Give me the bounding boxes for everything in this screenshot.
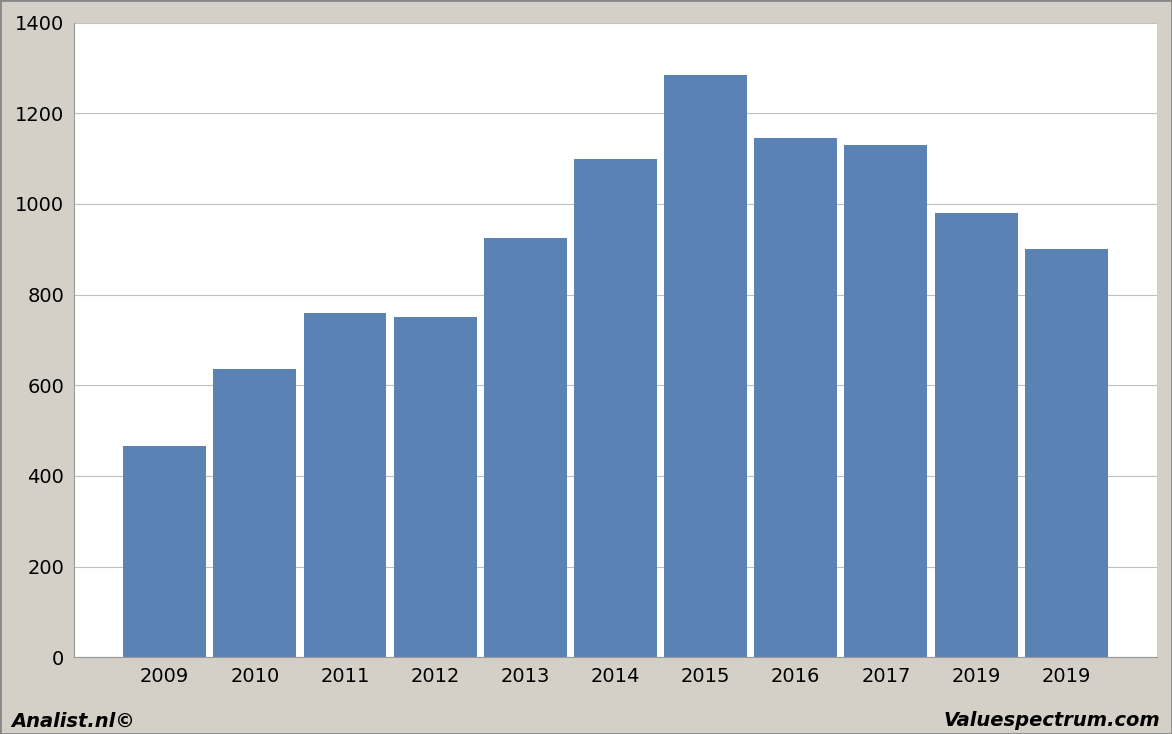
Bar (934, 213, 1017, 657)
Bar (123, 446, 206, 657)
Bar (574, 159, 657, 657)
Bar (845, 145, 927, 657)
Bar (1024, 250, 1108, 657)
Text: Analist.nl©: Analist.nl© (12, 711, 136, 730)
Bar (304, 313, 387, 657)
Bar (213, 369, 297, 657)
Text: Valuespectrum.com: Valuespectrum.com (943, 711, 1160, 730)
Bar (755, 138, 837, 657)
Bar (484, 238, 567, 657)
Bar (394, 317, 477, 657)
Bar (665, 75, 747, 657)
